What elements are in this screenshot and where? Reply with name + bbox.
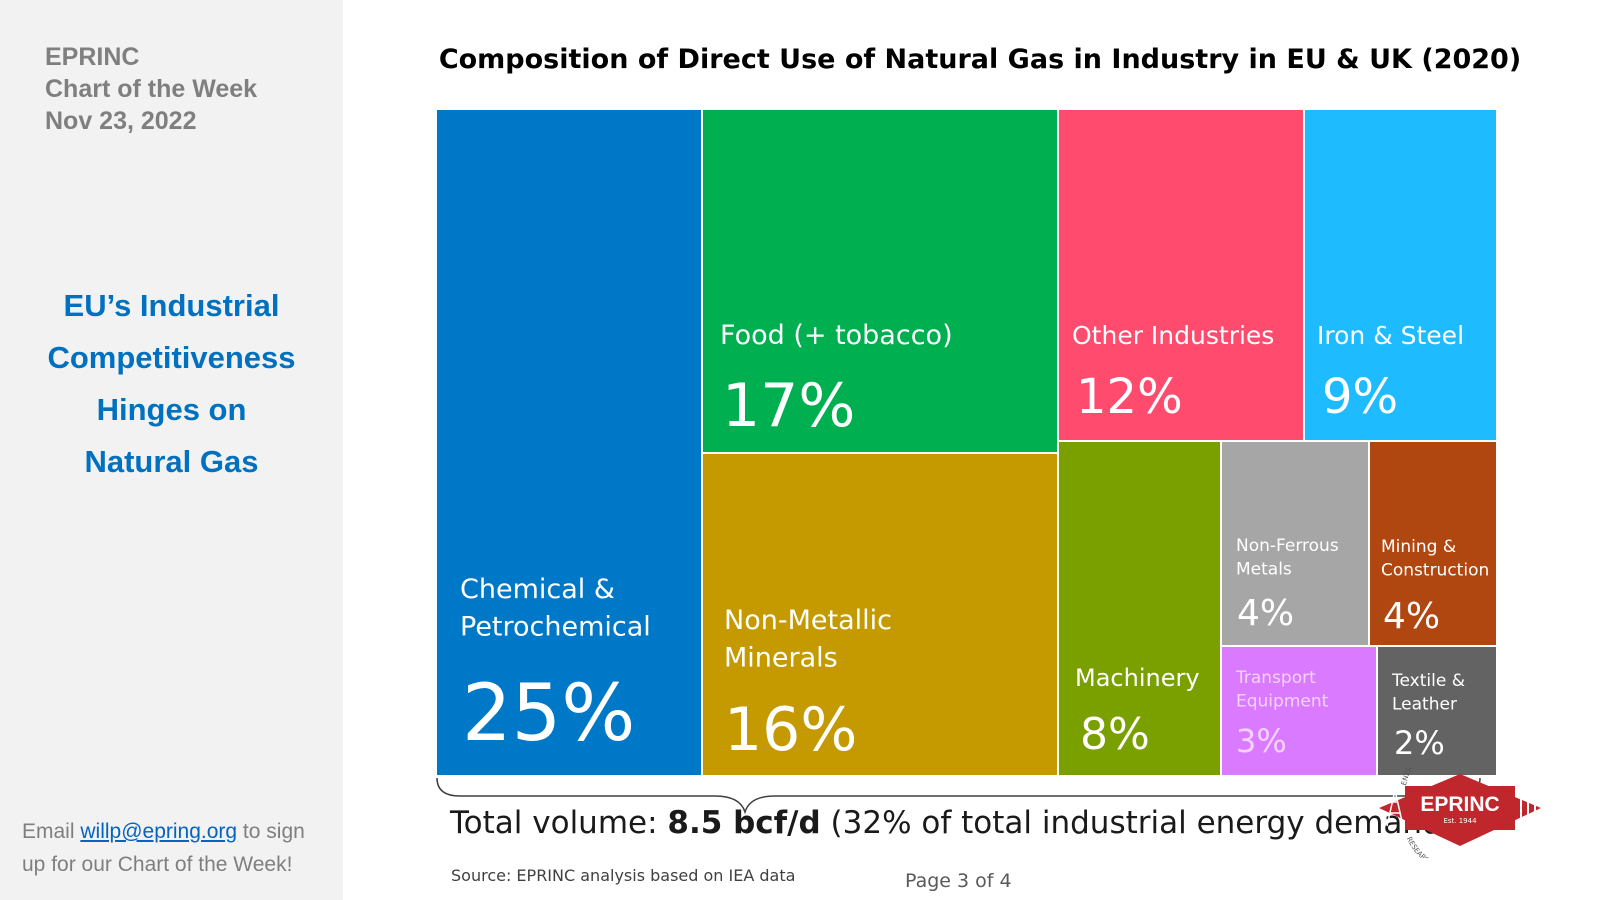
tile-label-non-metallic-minerals: Non-Metallic Minerals bbox=[724, 605, 892, 673]
total-volume: Total volume: 8.5 bcf/d (32% of total in… bbox=[450, 805, 1454, 841]
headline: EU’s Industrial Competitiveness Hinges o… bbox=[0, 280, 343, 488]
tile-label-chemical-petrochemical: Chemical & Petrochemical bbox=[460, 574, 651, 642]
signup-suffix: to sign bbox=[237, 820, 305, 843]
tile-food-tobacco bbox=[703, 110, 1057, 452]
tile-label-non-ferrous-metals: Non-Ferrous Metals bbox=[1236, 536, 1339, 579]
tile-value-non-ferrous-metals: 4% bbox=[1237, 593, 1294, 634]
tile-label-other-industries: Other Industries bbox=[1072, 321, 1274, 350]
tile-iron-steel bbox=[1305, 110, 1496, 440]
logo-name: EPRINC bbox=[1420, 793, 1499, 816]
publish-date: Nov 23, 2022 bbox=[45, 107, 197, 135]
eprinc-logo: ENERGY POLICY RESEARCH FOUNDATION INC. E… bbox=[1379, 768, 1541, 858]
total-suffix: (32% of total industrial energy demand) bbox=[820, 805, 1454, 841]
headline-line: EU’s Industrial bbox=[63, 288, 280, 323]
logo-est: Est. 1944 bbox=[1443, 817, 1477, 825]
tile-value-machinery: 8% bbox=[1080, 709, 1150, 760]
tile-value-iron-steel: 9% bbox=[1322, 369, 1398, 425]
tile-machinery bbox=[1059, 442, 1220, 775]
logo-arc-top: ENERGY POLICY bbox=[1400, 768, 1441, 786]
brand-block: EPRINC Chart of the Week Nov 23, 2022 bbox=[45, 41, 257, 137]
tile-label-food-tobacco: Food (+ tobacco) bbox=[720, 320, 953, 351]
tile-label-machinery: Machinery bbox=[1075, 664, 1200, 692]
tile-value-food-tobacco: 17% bbox=[722, 371, 855, 441]
brand-name: EPRINC bbox=[45, 43, 140, 71]
tile-value-chemical-petrochemical: 25% bbox=[462, 669, 635, 759]
tile-value-mining-construction: 4% bbox=[1383, 596, 1440, 637]
refinery-icon bbox=[1520, 794, 1536, 826]
signup-text: Email willp@epring.org to sign up for ou… bbox=[22, 815, 305, 881]
tile-textile-leather bbox=[1378, 647, 1496, 775]
total-value: 8.5 bcf/d bbox=[667, 805, 821, 841]
tile-label-iron-steel: Iron & Steel bbox=[1317, 321, 1464, 350]
tile-value-textile-leather: 2% bbox=[1394, 724, 1445, 762]
tile-other-industries bbox=[1059, 110, 1303, 440]
headline-line: Hinges on bbox=[96, 392, 247, 427]
source-note: Source: EPRINC analysis based on IEA dat… bbox=[451, 866, 796, 885]
tile-chemical-petrochemical bbox=[437, 110, 701, 775]
tile-value-other-industries: 12% bbox=[1076, 369, 1183, 425]
headline-line: Competitiveness bbox=[47, 340, 296, 375]
tile-value-non-metallic-minerals: 16% bbox=[724, 695, 857, 765]
tile-label-transport-equipment: Transport Equipment bbox=[1235, 668, 1329, 711]
email-link[interactable]: willp@epring.org bbox=[80, 820, 238, 843]
tile-label-mining-construction: Mining & Construction bbox=[1381, 537, 1489, 580]
tile-label-textile-leather: Textile & Leather bbox=[1391, 671, 1465, 714]
tile-non-ferrous-metals bbox=[1222, 442, 1368, 645]
tile-non-metallic-minerals bbox=[703, 454, 1057, 775]
derrick-icon bbox=[1386, 789, 1404, 827]
logo-plate bbox=[1405, 786, 1515, 830]
signup-line2: up for our Chart of the Week! bbox=[22, 853, 293, 876]
page-number: Page 3 of 4 bbox=[905, 870, 1012, 892]
series-name: Chart of the Week bbox=[45, 75, 258, 103]
total-prefix: Total volume: bbox=[450, 805, 668, 841]
tile-transport-equipment bbox=[1222, 647, 1376, 775]
headline-line: Natural Gas bbox=[84, 444, 259, 479]
tile-mining-construction bbox=[1370, 442, 1496, 645]
chart-title: Composition of Direct Use of Natural Gas… bbox=[438, 44, 1522, 75]
tile-value-transport-equipment: 3% bbox=[1236, 722, 1287, 760]
sidebar: EPRINC Chart of the Week Nov 23, 2022 EU… bbox=[0, 0, 343, 900]
signup-prefix: Email bbox=[22, 820, 75, 843]
